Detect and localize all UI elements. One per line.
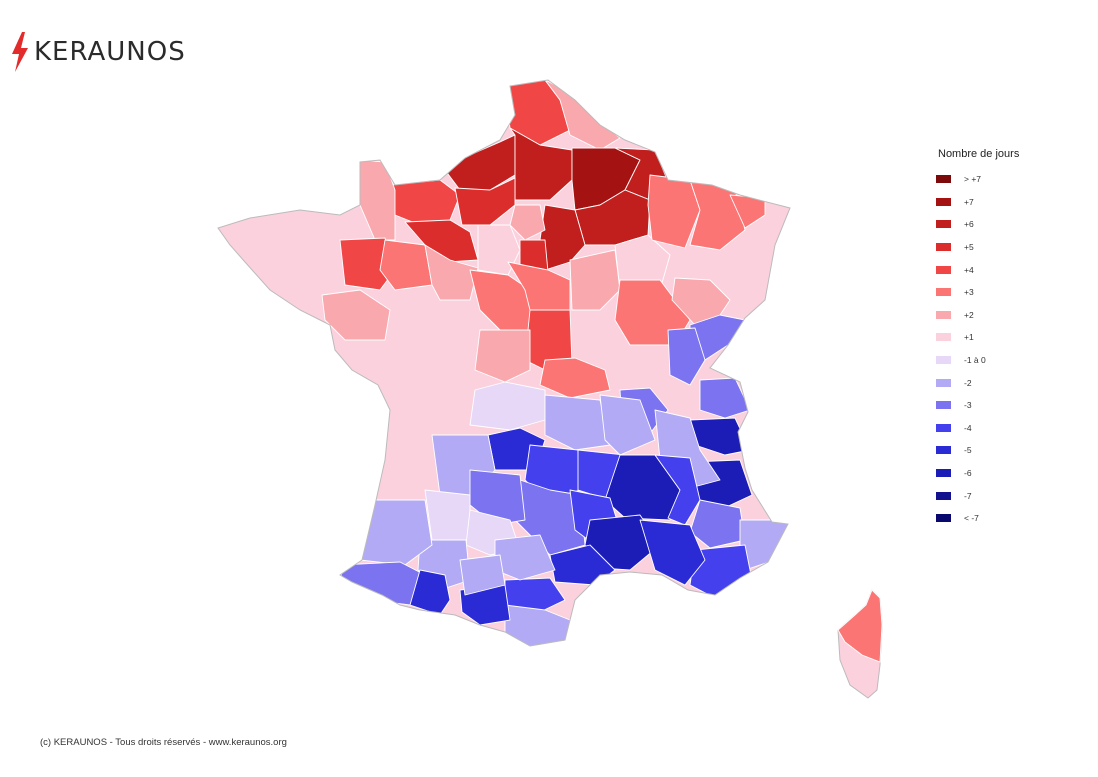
legend-item: +2 [936, 304, 1019, 327]
legend-swatch [936, 401, 951, 410]
legend-swatch [936, 378, 951, 387]
region-haute-garonne [459, 554, 506, 596]
region-loire-atlantique [321, 289, 391, 341]
legend-label: > +7 [964, 174, 982, 185]
france-outline [217, 79, 791, 647]
legend-title: Nombre de jours [938, 148, 1020, 160]
legend-item: +1 [936, 326, 1019, 349]
legend-item: -1 à 0 [936, 349, 1019, 372]
region-lot-garonne [424, 489, 471, 541]
legend-label: +3 [964, 287, 974, 298]
legend-swatch [936, 469, 951, 478]
legend-label: +6 [964, 219, 974, 230]
legend-label: < -7 [964, 513, 979, 524]
region-hautes-pyrenees [409, 569, 451, 616]
legend-items: > +7 +7 +6 +5 +4 +3 +2 +1 -1 à 0 -2 -3 -4 -5 -6 -7 < -7 [936, 168, 1019, 530]
region-jura [667, 327, 706, 386]
legend-item: -2 [936, 371, 1019, 394]
legend-item: +7 [936, 191, 1019, 214]
legend-label: -3 [964, 400, 972, 411]
legend-label: +5 [964, 242, 974, 253]
legend-item: < -7 [936, 507, 1019, 530]
region-haute-savoie [699, 377, 751, 419]
legend-item: -5 [936, 439, 1019, 462]
region-sarthe [424, 244, 479, 301]
legend-swatch [936, 333, 951, 342]
legend-label: -1 à 0 [964, 355, 986, 366]
legend-label: -2 [964, 377, 972, 388]
region-alpes-hte-provence [689, 499, 746, 549]
legend-swatch [936, 220, 951, 229]
legend-item: +5 [936, 236, 1019, 259]
legend-swatch [936, 288, 951, 297]
legend-swatch [936, 197, 951, 206]
region-cher [474, 329, 531, 383]
region-seine-maritime [444, 134, 516, 191]
region-aube [614, 234, 671, 291]
region-loire [599, 394, 656, 456]
legend-swatch [936, 446, 951, 455]
legend-item: +3 [936, 281, 1019, 304]
legend-swatch [936, 243, 951, 252]
footer-copyright: (c) KERAUNOS - Tous droits réservés - ww… [40, 737, 287, 748]
lightning-icon [12, 32, 28, 72]
legend-label: -4 [964, 422, 972, 433]
legend-swatch [936, 514, 951, 523]
legend-label: +1 [964, 332, 974, 343]
legend-item: -7 [936, 484, 1019, 507]
legend-label: -5 [964, 445, 972, 456]
brand-logo: KERAUNOS [10, 32, 186, 72]
region-yonne [569, 249, 621, 311]
legend-label: +7 [964, 196, 974, 207]
legend-label: +4 [964, 264, 974, 275]
region-allier [539, 357, 611, 399]
legend-label: -6 [964, 468, 972, 479]
legend-item: > +7 [936, 168, 1019, 191]
legend-swatch [936, 491, 951, 500]
legend-item: +6 [936, 213, 1019, 236]
legend-item: +4 [936, 258, 1019, 281]
region-puy-de-dome [544, 394, 611, 451]
legend-swatch [936, 265, 951, 274]
legend-swatch [936, 423, 951, 432]
region-vaucluse-bdr [639, 519, 706, 586]
legend: Nombre de jours > +7 +7 +6 +5 +4 +3 +2 +1 -1 à 0… [936, 148, 1019, 530]
legend-swatch [936, 356, 951, 365]
legend-swatch [936, 310, 951, 319]
region-ile-de-france [509, 204, 546, 241]
legend-label: -7 [964, 490, 972, 501]
region-gard [584, 514, 661, 571]
legend-item: -4 [936, 417, 1019, 440]
legend-item: -6 [936, 462, 1019, 485]
legend-item: -3 [936, 394, 1019, 417]
legend-swatch [936, 175, 951, 184]
region-haute-corse [837, 589, 883, 663]
region-mayenne [379, 239, 433, 291]
brand-name: KERAUNOS [34, 37, 186, 67]
legend-label: +2 [964, 309, 974, 320]
region-somme-oise [509, 127, 573, 201]
region-creuse [469, 381, 546, 431]
